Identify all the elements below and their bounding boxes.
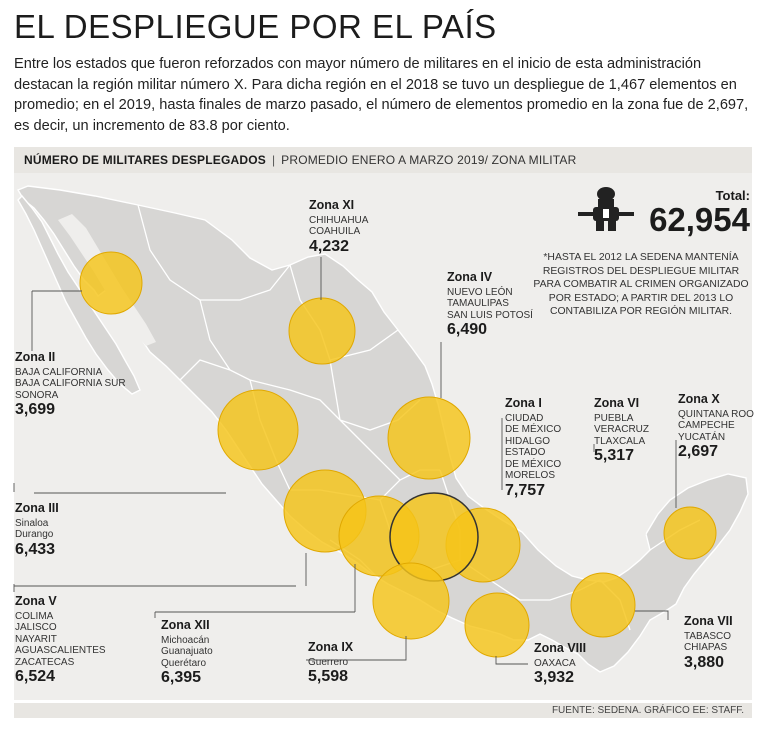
zone-value: 6,524: [15, 668, 56, 685]
source-footer: FUENTE: SEDENA. GRÁFICO EE: STAFF.: [14, 703, 752, 718]
zone-label-ii: Zona II BAJA CALIFORNIA BAJA CALIFORNIA …: [15, 350, 126, 418]
zone-state: Querétaro: [161, 657, 207, 669]
zone-name: Zona II: [15, 350, 56, 364]
zone-value: 5,317: [594, 447, 635, 464]
zone-state: TAMAULIPAS: [447, 298, 509, 309]
zone-circles: [79, 251, 717, 658]
zone-label-x: Zona X QUINTANA ROO CAMPECHE YUCATÁN 2,6…: [678, 392, 754, 460]
zone-state: SONORA: [15, 389, 59, 401]
zone-value: 7,757: [505, 481, 546, 499]
subtitle-separator: |: [272, 153, 276, 167]
zone-value: 6,490: [447, 321, 488, 338]
zone-name: Zona VI: [594, 396, 640, 410]
zone-value: 4,232: [309, 237, 350, 255]
zone-label-ix: Zona IX Guerrero 5,598: [308, 640, 354, 685]
zone-state: YUCATÁN: [678, 431, 726, 443]
zone-state: Guerrero: [308, 656, 349, 668]
circle-zona-xi: [288, 297, 356, 365]
subtitle-bar: NÚMERO DE MILITARES DESPLEGADOS | PROMEDIO…: [14, 147, 752, 173]
zone-state: BAJA CALIFORNIA: [15, 366, 103, 378]
zone-state: OAXACA: [534, 657, 576, 669]
zone-label-iv: Zona IV NUEVO LEÓN TAMAULIPAS SAN LUIS P…: [447, 270, 533, 338]
zone-state: BAJA CALIFORNIA SUR: [15, 378, 126, 389]
zone-name: Zona IX: [308, 640, 354, 654]
zone-state: NAYARIT: [15, 633, 57, 645]
total-label: Total:: [715, 188, 750, 203]
zone-state: HIDALGO: [505, 435, 551, 447]
zone-state: AGUASCALIENTES: [15, 645, 106, 656]
zone-state: CIUDAD: [505, 412, 544, 424]
zone-name: Zona XI: [309, 198, 355, 212]
zone-label-xii: Zona XII Michoacán Guanajuato Querétaro …: [161, 618, 213, 686]
zone-value: 6,433: [15, 540, 56, 558]
baja-california-peninsula: [17, 194, 141, 395]
zone-state: ZACATECAS: [15, 656, 75, 668]
zone-name: Zona XII: [161, 618, 210, 632]
zone-name: Zona I: [505, 396, 542, 410]
zone-state: DE MÉXICO: [505, 458, 562, 470]
zone-label-vii: Zona VII TABASCO CHIAPAS 3,880: [684, 614, 733, 671]
zone-state: TABASCO: [684, 630, 732, 642]
circle-zona-x: [663, 506, 717, 560]
zone-state: QUINTANA ROO: [678, 408, 754, 420]
zone-value: 5,598: [308, 668, 349, 685]
zone-value: 3,880: [684, 653, 725, 671]
zone-name: Zona X: [678, 392, 720, 406]
zone-state: JALISCO: [15, 622, 57, 633]
zone-label-vi: Zona VI PUEBLA VERACRUZ TLAXCALA 5,317: [594, 396, 650, 464]
zone-state: CHIHUAHUA: [309, 214, 369, 226]
zone-state: TLAXCALA: [594, 435, 646, 447]
zone-label-v: Zona V COLIMA JALISCO NAYARIT AGUASCALIE…: [15, 594, 106, 685]
zone-state: CAMPECHE: [678, 420, 735, 431]
circle-zona-iv: [387, 396, 471, 480]
circle-zona-ix: [372, 562, 450, 640]
zone-name: Zona VIII: [534, 641, 587, 655]
circle-zona-vii: [570, 572, 636, 638]
zone-name: Zona V: [15, 594, 57, 608]
zone-state: NUEVO LEÓN: [447, 286, 513, 298]
zone-value: 2,697: [678, 443, 719, 460]
zone-state: PUEBLA: [594, 412, 634, 424]
zone-state: Michoacán: [161, 634, 210, 646]
zone-value: 3,699: [15, 401, 56, 418]
zone-state: COAHUILA: [309, 226, 361, 237]
zone-state: Durango: [15, 529, 54, 540]
subtitle-rest: PROMEDIO ENERO A MARZO 2019/ ZONA MILITA…: [281, 153, 577, 167]
zone-state: ESTADO: [505, 447, 546, 458]
page-title: EL DESPLIEGUE POR EL PAÍS: [14, 8, 497, 45]
mexico-land: [16, 185, 749, 673]
zone-name: Zona VII: [684, 614, 733, 628]
intro-paragraph: Entre los estados que fueron reforzados …: [14, 56, 749, 134]
zone-name: Zona III: [15, 501, 59, 515]
source-text: FUENTE: SEDENA. GRÁFICO EE: STAFF.: [551, 705, 744, 716]
zone-state: VERACRUZ: [594, 424, 650, 435]
zone-state: DE MÉXICO: [505, 424, 562, 435]
zone-state: COLIMA: [15, 610, 54, 622]
subtitle-bold: NÚMERO DE MILITARES DESPLEGADOS: [24, 153, 266, 167]
zone-label-xi: Zona XI CHIHUAHUA COAHUILA 4,232: [309, 198, 369, 255]
footnote: *HASTA EL 2012 LA SEDENA MANTENÍA REGIST…: [533, 252, 749, 317]
circle-zona-viii: [464, 592, 530, 658]
zone-label-viii: Zona VIII OAXACA 3,932: [534, 641, 587, 686]
zone-label-iii: Zona III Sinaloa Durango 6,433: [15, 501, 59, 558]
leader-lines: [13, 257, 677, 665]
zone-state: MORELOS: [505, 470, 556, 481]
soldier-icon: [578, 187, 634, 231]
zone-value: 3,932: [534, 669, 575, 686]
total-value: 62,954: [649, 201, 750, 238]
circle-zona-iii: [217, 389, 299, 471]
zone-state: CHIAPAS: [684, 642, 728, 653]
zone-label-i: Zona I CIUDAD DE MÉXICO HIDALGO ESTADO D…: [505, 396, 562, 499]
circle-zona-ii: [79, 251, 143, 315]
zone-value: 6,395: [161, 669, 202, 686]
zone-name: Zona IV: [447, 270, 493, 284]
zone-state: Sinaloa: [15, 517, 49, 529]
zone-state: Guanajuato: [161, 646, 213, 657]
zone-state: SAN LUIS POTOSÍ: [447, 309, 533, 321]
gulf-coast-water: [470, 300, 646, 548]
